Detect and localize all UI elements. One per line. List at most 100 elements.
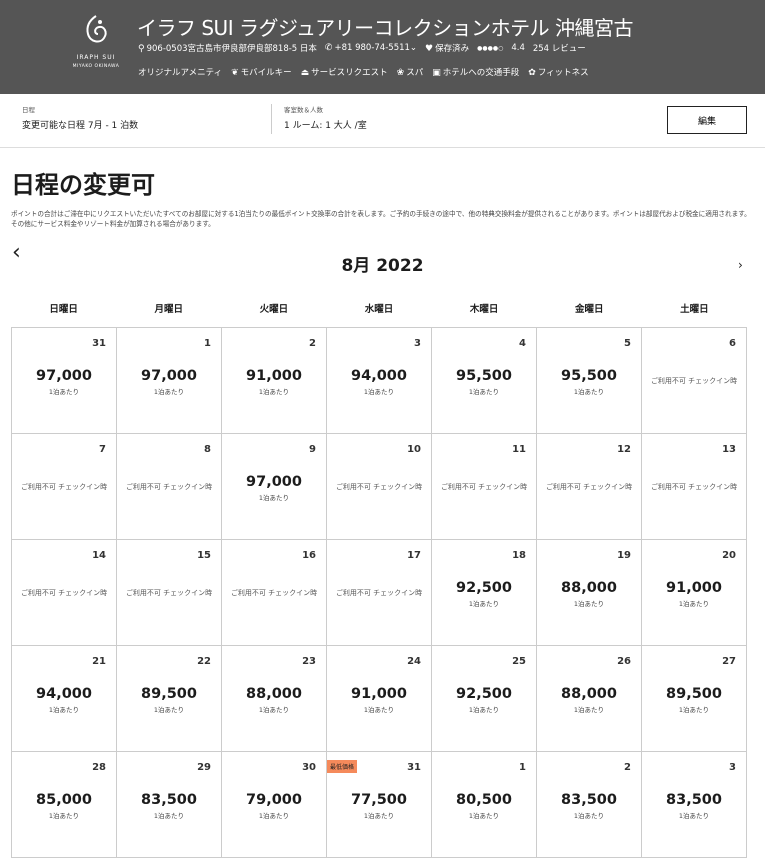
amenity-original[interactable]: オリジナルアメニティ (138, 66, 222, 78)
per-night-label: 1泊あたり (363, 388, 395, 396)
edit-button[interactable]: 編集 (667, 106, 747, 134)
points-price: 79,000 (246, 792, 302, 808)
day-number: 19 (617, 550, 631, 561)
prev-month-button[interactable]: ‹ (12, 240, 21, 265)
guests-value: 1 ルーム: 1 大人 /室 (284, 121, 367, 131)
calendar-day-cell[interactable]: 31 最低価格 77,500 1泊あたり (327, 752, 432, 858)
guests-label: 客室数＆人数 (284, 106, 323, 114)
day-number: 31 (92, 338, 106, 349)
per-night-label: 1泊あたり (468, 600, 500, 608)
calendar-day-cell[interactable]: 14 ご利用不可 チェックイン時 (12, 540, 117, 646)
day-number: 2 (624, 762, 631, 773)
calendar-day-cell[interactable]: 12 ご利用不可 チェックイン時 (537, 434, 642, 540)
calendar-day-cell[interactable]: 1 80,500 1泊あたり (432, 752, 537, 858)
per-night-label: 1泊あたり (363, 812, 395, 820)
heart-icon: ♥ (425, 44, 434, 54)
calendar-day-cell[interactable]: 11 ご利用不可 チェックイン時 (432, 434, 537, 540)
amenity-transport[interactable]: ▣ ホテルへの交通手段 (432, 66, 519, 78)
calendar-day-cell[interactable]: 8 ご利用不可 チェックイン時 (117, 434, 222, 540)
calendar-day-cell[interactable]: 9 97,000 1泊あたり (222, 434, 327, 540)
per-night-label: 1泊あたり (48, 388, 80, 396)
lowest-price-badge: 最低価格 (327, 760, 358, 773)
day-number: 23 (302, 656, 316, 667)
address-link[interactable]: ⚲ 906-0503宮古島市伊良部伊良部818-5 日本 (138, 42, 317, 54)
points-price: 91,000 (246, 368, 302, 384)
unavailable-label: ご利用不可 チェックイン時 (335, 483, 423, 491)
points-price: 88,000 (561, 580, 617, 596)
calendar-day-cell[interactable]: 24 91,000 1泊あたり (327, 646, 432, 752)
guests-field: 客室数＆人数 1 ルーム: 1 大人 /室 (284, 104, 367, 131)
calendar-day-cell[interactable]: 7 ご利用不可 チェックイン時 (12, 434, 117, 540)
calendar-day-cell[interactable]: 2 91,000 1泊あたり (222, 328, 327, 434)
amenity-service-request[interactable]: ⏏ サービスリクエスト (301, 66, 388, 78)
logo-line2: MIYAKO OKINAWA (72, 64, 120, 69)
day-number: 6 (729, 338, 736, 349)
points-price: 92,500 (456, 686, 512, 702)
per-night-label: 1泊あたり (48, 812, 80, 820)
calendar-day-cell[interactable]: 3 83,500 1泊あたり (642, 752, 747, 858)
points-price: 85,000 (36, 792, 92, 808)
next-month-button[interactable]: › (738, 258, 743, 272)
calendar-day-cell[interactable]: 15 ご利用不可 チェックイン時 (117, 540, 222, 646)
calendar-day-cell[interactable]: 18 92,500 1泊あたり (432, 540, 537, 646)
per-night-label: 1泊あたり (258, 494, 290, 502)
calendar-day-cell[interactable]: 13 ご利用不可 チェックイン時 (642, 434, 747, 540)
points-price: 97,000 (141, 368, 197, 384)
calendar-day-cell[interactable]: 22 89,500 1泊あたり (117, 646, 222, 752)
calendar-day-cell[interactable]: 23 88,000 1泊あたり (222, 646, 327, 752)
calendar-day-cell[interactable]: 1 97,000 1泊あたり (117, 328, 222, 434)
amenity-label: モバイルキー (240, 68, 292, 78)
calendar-day-cell[interactable]: 26 88,000 1泊あたり (537, 646, 642, 752)
mobile-key-icon: ❦ (231, 68, 239, 78)
calendar-day-cell[interactable]: 30 79,000 1泊あたり (222, 752, 327, 858)
calendar-day-cell[interactable]: 2 83,500 1泊あたり (537, 752, 642, 858)
spa-icon: ❀ (396, 68, 405, 78)
calendar-day-cell[interactable]: 3 94,000 1泊あたり (327, 328, 432, 434)
per-night-label: 1泊あたり (678, 600, 710, 608)
hotel-title: イラフ SUI ラグジュアリーコレクションホテル 沖縄宮古 (137, 16, 634, 40)
calendar-day-cell[interactable]: 21 94,000 1泊あたり (12, 646, 117, 752)
calendar-day-cell[interactable]: 4 95,500 1泊あたり (432, 328, 537, 434)
calendar-day-cell[interactable]: 29 83,500 1泊あたり (117, 752, 222, 858)
calendar-day-cell[interactable]: 25 92,500 1泊あたり (432, 646, 537, 752)
calendar-day-cell[interactable]: 16 ご利用不可 チェックイン時 (222, 540, 327, 646)
day-number: 5 (624, 338, 631, 349)
day-number: 27 (722, 656, 736, 667)
weekday-header: 日曜日 月曜日 火曜日 水曜日 木曜日 金曜日 土曜日 (11, 301, 747, 315)
weekday-label: 木曜日 (469, 304, 499, 315)
points-price: 83,500 (666, 792, 722, 808)
calendar-day-cell[interactable]: 10 ご利用不可 チェックイン時 (327, 434, 432, 540)
calendar-day-cell[interactable]: 31 97,000 1泊あたり (12, 328, 117, 434)
amenity-spa[interactable]: ❀ スパ (397, 66, 424, 78)
day-number: 26 (617, 656, 631, 667)
calendar-day-cell[interactable]: 20 91,000 1泊あたり (642, 540, 747, 646)
calendar-grid: 31 97,000 1泊あたり 1 97,000 1泊あたり 2 91,000 1泊あたり 3 94… (11, 327, 747, 858)
amenity-mobile-key[interactable]: ❦ モバイルキー (231, 66, 292, 78)
calendar-day-cell[interactable]: 17 ご利用不可 チェックイン時 (327, 540, 432, 646)
points-price: 97,000 (246, 474, 302, 490)
reviews-link[interactable]: 254 レビュー (532, 44, 586, 54)
amenity-fitness[interactable]: ✿ フィットネス (528, 66, 588, 78)
location-pin-icon: ⚲ (138, 44, 145, 54)
per-night-label: 1泊あたり (573, 388, 605, 396)
saved-button[interactable]: ♥ 保存済み (425, 42, 469, 54)
hotel-logo[interactable]: IRAPH SUI MIYAKO OKINAWA (66, 14, 126, 69)
amenities-nav: オリジナルアメニティ ❦ モバイルキー ⏏ サービスリクエスト ❀ スパ ▣ ホテルへの… (138, 66, 589, 78)
hotel-header: IRAPH SUI MIYAKO OKINAWA イラフ SUI ラグジュアリー… (0, 0, 765, 94)
points-price: 80,500 (456, 792, 512, 808)
transport-icon: ▣ (432, 68, 441, 78)
calendar-day-cell[interactable]: 28 85,000 1泊あたり (12, 752, 117, 858)
points-price: 88,000 (561, 686, 617, 702)
calendar-day-cell[interactable]: 5 95,500 1泊あたり (537, 328, 642, 434)
phone-link[interactable]: ✆ +81 980-74-5511⌄ (325, 43, 417, 53)
per-night-label: 1泊あたり (678, 706, 710, 714)
address: 906-0503宮古島市伊良部伊良部818-5 日本 (146, 44, 317, 54)
calendar-day-cell[interactable]: 19 88,000 1泊あたり (537, 540, 642, 646)
calendar-day-cell[interactable]: 27 89,500 1泊あたり (642, 646, 747, 752)
weekday-label: 月曜日 (154, 304, 183, 315)
unavailable-label: ご利用不可 チェックイン時 (125, 483, 213, 491)
points-price: 77,500 (351, 792, 407, 808)
calendar-day-cell[interactable]: 6 ご利用不可 チェックイン時 (642, 328, 747, 434)
day-number: 7 (99, 444, 106, 455)
day-number: 15 (197, 550, 211, 561)
